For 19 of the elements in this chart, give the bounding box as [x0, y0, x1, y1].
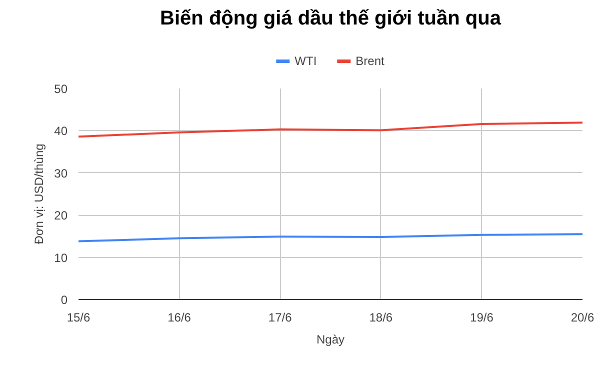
y-tick-label: 40	[54, 124, 68, 138]
y-axis-title: Đơn vị: USD/thùng	[32, 144, 46, 244]
x-tick-label: 19/6	[470, 310, 494, 324]
x-tick-label: 20/6	[570, 310, 595, 324]
y-tick-label: 20	[54, 208, 68, 223]
chart-title: Biến động giá dầu thế giới tuần qua	[160, 8, 502, 30]
y-tick-label: 30	[54, 166, 68, 180]
line-series	[78, 233, 582, 242]
legend-label: WTI	[294, 54, 317, 68]
x-axis-title: Ngày	[316, 332, 345, 346]
legend-label: Brent	[356, 54, 384, 68]
y-tick-label: 10	[54, 250, 68, 265]
line-series	[78, 122, 582, 138]
x-tick-label: 17/6	[268, 310, 292, 324]
y-tick-label: 50	[54, 82, 68, 96]
x-tick-label: 18/6	[369, 310, 393, 324]
x-tick-label: 15/6	[66, 310, 91, 324]
y-tick-label: 0	[60, 293, 68, 307]
x-tick-label: 16/6	[168, 310, 192, 324]
